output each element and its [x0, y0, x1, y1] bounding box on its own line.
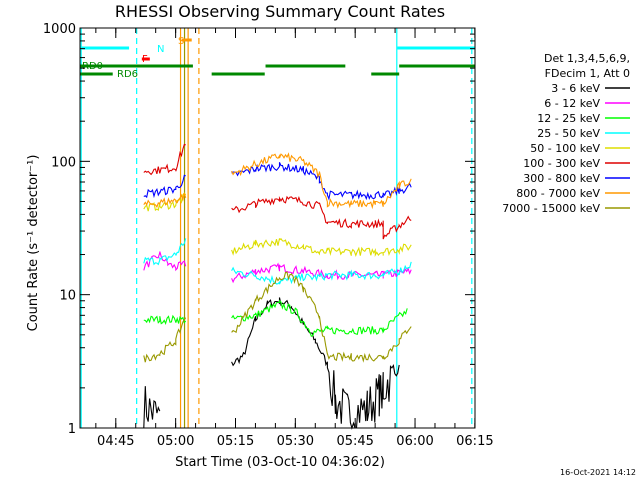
y-axis-label: Count Rate (s⁻¹ detector⁻¹) [26, 155, 41, 332]
legend-entry-label-8: 7000 - 15000 keV [502, 202, 600, 215]
series-line-7 [143, 152, 412, 210]
legend-entry-label-7: 800 - 7000 keV [516, 187, 600, 200]
y-tick-label-2: 100 [51, 155, 76, 170]
x-tick-label-2: 05:15 [217, 434, 254, 449]
series-line-5 [143, 143, 412, 240]
series-line-6 [143, 162, 412, 201]
plot-frame [79, 27, 476, 429]
legend-header-line-2: FDecim 1, Att 0 [545, 67, 630, 80]
legend-entry-label-2: 12 - 25 keV [537, 112, 600, 125]
legend-entry-label-5: 100 - 300 keV [523, 157, 600, 170]
legend-entry-label-3: 25 - 50 keV [537, 127, 600, 140]
x-tick-label-4: 05:45 [336, 434, 373, 449]
x-tick-label-1: 05:00 [157, 434, 194, 449]
plot-data-layer: FN S RD0 RD6 [80, 28, 475, 430]
series-line-3 [143, 238, 412, 285]
x-tick-label-5: 06:00 [396, 434, 433, 449]
legend-entry-label-4: 50 - 100 keV [530, 142, 600, 155]
state-bar-label-n: N [157, 44, 164, 55]
series-line-8 [143, 271, 412, 363]
legend: 3 - 6 keV 6 - 12 keV 12 - 25 keV 25 - 50 ke… [502, 82, 630, 215]
timestamp: 16-Oct-2021 14:12 [560, 468, 636, 477]
x-tick-label-0: 04:45 [97, 434, 134, 449]
x-tick-label-3: 05:30 [277, 434, 314, 449]
y-tick-label-1: 10 [59, 289, 76, 304]
state-bar-label-f: F [142, 54, 148, 65]
legend-entry-label-0: 3 - 6 keV [551, 82, 600, 95]
series-line-2 [143, 299, 408, 338]
state-bar-label-rd6: RD6 [117, 69, 138, 80]
x-axis-label: Start Time (03-Oct-10 04:36:02) [175, 455, 385, 470]
state-bar-label-s: S [178, 36, 184, 47]
state-bar-label-rd0: RD0 [82, 61, 103, 72]
y-tick-label-0: 1 [68, 422, 76, 437]
legend-entry-label-6: 300 - 800 keV [523, 172, 600, 185]
legend-entry-label-1: 6 - 12 keV [544, 97, 600, 110]
legend-header-line-1: Det 1,3,4,5,6,9, [544, 52, 630, 65]
y-tick-label-3: 1000 [43, 22, 76, 37]
x-tick-label-6: 06:15 [456, 434, 493, 449]
axes-layer: 1 10 100 1000 04:45 05:00 05:15 05:30 05:45 06:00… [43, 22, 494, 449]
chart-title: RHESSI Observing Summary Count Rates [115, 2, 445, 21]
